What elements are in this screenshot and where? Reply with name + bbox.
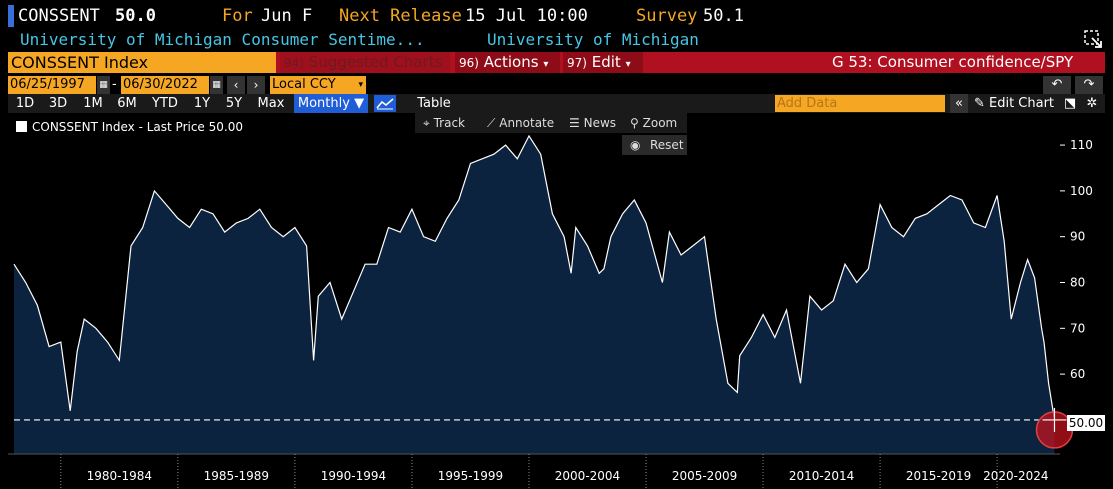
- y-tick-label: 70: [1070, 321, 1085, 335]
- reset-zoom-button[interactable]: ◉ Reset: [622, 135, 687, 155]
- suggested-charts-button[interactable]: 94) Suggested Charts: [280, 52, 450, 73]
- period-1m-button[interactable]: 1M: [83, 96, 103, 111]
- actions-menu-button[interactable]: 96) Actions ▾: [455, 52, 560, 73]
- y-tick-label: 110: [1070, 138, 1093, 152]
- period-6m-button[interactable]: 6M: [117, 96, 137, 111]
- popout-icon[interactable]: [1084, 30, 1102, 48]
- last-value: 50.0: [115, 6, 156, 26]
- last-price-label: 50.00: [1067, 415, 1105, 431]
- currency-select[interactable]: Local CCY ▾: [270, 76, 366, 94]
- chart-style-icon[interactable]: ⬔: [1063, 96, 1077, 111]
- start-date-field[interactable]: 06/25/1997: [8, 76, 96, 94]
- date-separator: -: [112, 77, 117, 92]
- ticker-marker: [8, 5, 14, 27]
- survey-value: 50.1: [703, 6, 744, 26]
- track-tool[interactable]: ⌖ Track: [423, 116, 465, 130]
- crosshair-icon: ⌖: [423, 116, 430, 130]
- legend-swatch: [16, 121, 27, 132]
- zoom-icon: ⚲: [630, 116, 639, 130]
- period-1d-button[interactable]: 1D: [15, 96, 35, 111]
- security-field[interactable]: CONSSENT Index: [8, 52, 276, 73]
- security-source: University of Michigan: [487, 30, 699, 49]
- reset-icon: ◉: [630, 138, 641, 152]
- x-tick-label: 1980-1984: [87, 469, 152, 483]
- period-5y-button[interactable]: 5Y: [225, 96, 243, 111]
- edit-chart-button[interactable]: ✎ Edit Chart: [973, 96, 1055, 111]
- annotate-icon: ⟋: [487, 116, 496, 130]
- price-chart[interactable]: 60 70 80 90 100 110 1980-1984 1985-1989 1990-199…: [0, 113, 1113, 489]
- chart-tools-bar: ⌖ Track ⟋ Annotate ☰ News ⚲ Zoom: [415, 113, 687, 133]
- y-tick-label: 60: [1070, 367, 1085, 381]
- y-tick-label: 100: [1070, 184, 1093, 198]
- gear-icon[interactable]: ✲: [1086, 96, 1098, 111]
- zoom-tool[interactable]: ⚲ Zoom: [630, 116, 678, 130]
- x-tick-label: 2015-2019: [906, 469, 971, 483]
- x-tick-label: 1985-1989: [204, 469, 269, 483]
- period-3d-button[interactable]: 3D: [48, 96, 68, 111]
- y-tick-label: 80: [1070, 276, 1085, 290]
- x-tick-label: 2005-2009: [672, 469, 737, 483]
- next-release-value: 15 Jul 10:00: [465, 6, 588, 26]
- edit-menu-button[interactable]: 97) Edit ▾: [563, 52, 643, 73]
- pencil-icon: ✎: [973, 96, 985, 111]
- x-tick-label: 1990-1994: [321, 469, 386, 483]
- period-max-button[interactable]: Max: [257, 96, 285, 111]
- x-tick-label: 2010-2014: [789, 469, 854, 483]
- ticker-symbol[interactable]: CONSSENT: [18, 6, 100, 26]
- x-tick-label: 1995-1999: [438, 469, 503, 483]
- end-date-field[interactable]: 06/30/2022: [121, 76, 209, 94]
- x-tick-label: 2000-2004: [555, 469, 620, 483]
- next-range-button[interactable]: ›: [247, 76, 265, 94]
- period-1y-button[interactable]: 1Y: [193, 96, 211, 111]
- chart-title: G 53: Consumer confidence/SPY: [832, 53, 1074, 71]
- undo-icon[interactable]: ↶: [1043, 76, 1071, 94]
- start-date-calendar-icon[interactable]: ▦: [97, 76, 110, 94]
- x-tick-label: 2020-2024: [983, 469, 1048, 483]
- security-description: University of Michigan Consumer Sentime.…: [20, 30, 425, 49]
- series-line: [13, 134, 1056, 420]
- for-label: For: [222, 6, 253, 26]
- y-tick-label: 90: [1070, 230, 1085, 244]
- frequency-select[interactable]: Monthly ▼: [294, 94, 368, 113]
- table-button[interactable]: Table: [417, 96, 451, 111]
- chart-legend: CONSSENT Index - Last Price 50.00: [16, 119, 243, 135]
- news-icon: ☰: [569, 116, 580, 130]
- next-release-label: Next Release: [339, 6, 462, 26]
- redo-icon[interactable]: ↷: [1075, 76, 1103, 94]
- news-tool[interactable]: ☰ News: [569, 116, 617, 130]
- add-data-input[interactable]: Add Data: [775, 95, 945, 112]
- survey-label: Survey: [636, 6, 698, 26]
- period-label: Jun F: [261, 6, 313, 26]
- line-chart-icon[interactable]: [374, 95, 396, 112]
- period-ytd-button[interactable]: YTD: [152, 96, 178, 111]
- series-area: [14, 135, 1055, 454]
- previous-range-button[interactable]: ‹: [227, 76, 245, 94]
- end-date-calendar-icon[interactable]: ▦: [210, 76, 223, 94]
- annotate-tool[interactable]: ⟋ Annotate: [487, 116, 555, 130]
- collapse-icon[interactable]: «: [950, 94, 968, 113]
